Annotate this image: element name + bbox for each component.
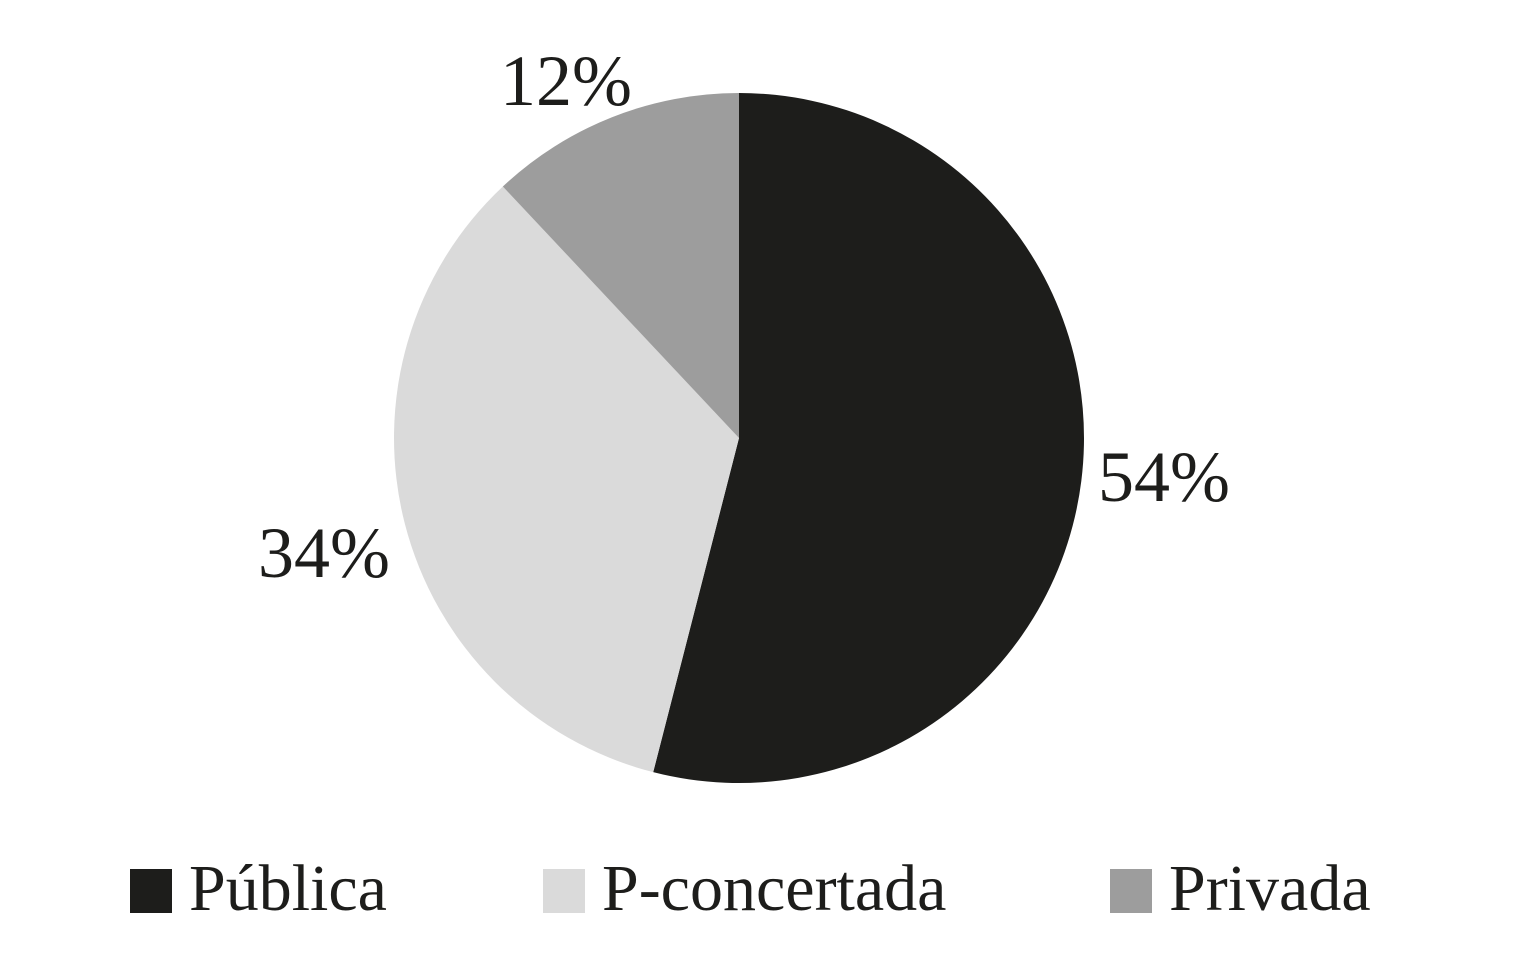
legend-item-privada: Privada <box>1110 852 1371 925</box>
legend-item-p-concertada: P-concertada <box>543 852 947 925</box>
legend-swatch-privada <box>1110 869 1152 913</box>
pie-slice-privada <box>502 93 739 438</box>
legend-item-publica: Pública <box>130 852 387 925</box>
pie-slice-p-concertada <box>394 186 739 773</box>
pie-slice-publica <box>653 93 1085 783</box>
slice-value-label-privada: 12% <box>500 41 632 121</box>
legend-swatch-publica <box>130 869 172 913</box>
slice-value-label-publica: 54% <box>1098 437 1230 517</box>
legend-label-privada: Privada <box>1169 852 1371 925</box>
legend-label-publica: Pública <box>189 852 387 925</box>
legend-swatch-p-concertada <box>543 869 585 913</box>
slice-value-label-p-concertada: 34% <box>258 513 390 593</box>
legend-label-p-concertada: P-concertada <box>602 852 947 925</box>
